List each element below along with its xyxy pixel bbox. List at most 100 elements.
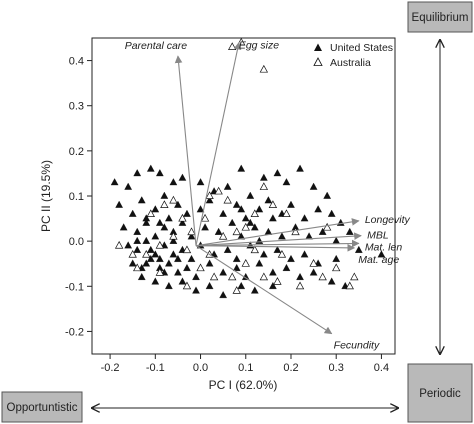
loading-arrow xyxy=(195,218,360,247)
point-united-states xyxy=(183,263,191,271)
point-united-states xyxy=(259,173,268,181)
point-australia xyxy=(259,272,269,281)
point-united-states xyxy=(237,164,246,172)
point-united-states xyxy=(165,214,173,222)
point-australia xyxy=(241,222,250,231)
point-united-states xyxy=(151,205,160,213)
point-united-states xyxy=(223,245,232,253)
point-united-states xyxy=(255,205,264,213)
point-australia xyxy=(182,281,192,290)
point-united-states xyxy=(133,245,142,253)
point-australia xyxy=(309,258,318,267)
legend: United States Australia xyxy=(313,42,393,69)
opportunistic-box: Opportuntistic xyxy=(1,391,83,423)
equilibrium-label: Equilibrium xyxy=(412,12,469,24)
point-united-states xyxy=(142,259,151,267)
x-tick-label: -0.1 xyxy=(146,362,165,374)
loading-label: MBL xyxy=(367,230,389,242)
point-united-states xyxy=(296,164,304,172)
point-australia xyxy=(214,186,223,195)
point-united-states xyxy=(146,254,155,262)
point-united-states xyxy=(296,272,304,281)
loading-label: Egg size xyxy=(239,40,279,52)
point-australia xyxy=(155,240,165,249)
point-united-states xyxy=(178,277,187,285)
opportunistic-label: Opportuntistic xyxy=(7,402,78,414)
legend-label-australia: Australia xyxy=(330,57,371,69)
point-united-states xyxy=(323,191,332,199)
point-united-states xyxy=(183,209,191,217)
point-australia xyxy=(228,272,237,281)
x-tick-label: -0.2 xyxy=(101,362,120,374)
point-australia xyxy=(200,213,210,222)
point-united-states xyxy=(142,236,151,244)
point-australia xyxy=(182,245,192,254)
point-united-states xyxy=(133,169,142,177)
point-united-states xyxy=(174,200,182,208)
point-united-states xyxy=(151,250,160,258)
point-united-states xyxy=(309,268,318,276)
point-united-states xyxy=(241,214,250,222)
point-united-states xyxy=(128,259,137,267)
point-united-states xyxy=(187,254,196,262)
point-united-states xyxy=(273,245,282,253)
point-united-states xyxy=(178,173,187,181)
point-united-states xyxy=(232,263,241,271)
loading-label: Longevity xyxy=(365,214,411,226)
loading-arrow xyxy=(196,243,356,252)
point-united-states xyxy=(160,191,169,199)
point-united-states xyxy=(336,218,345,226)
loading-label: Mat. len xyxy=(365,241,403,253)
point-united-states xyxy=(282,178,291,186)
point-united-states xyxy=(219,291,228,299)
point-united-states xyxy=(269,281,277,290)
point-australia xyxy=(155,268,165,276)
point-australia xyxy=(169,231,178,240)
periodic-box: Periodic xyxy=(407,363,473,423)
y-tick-label: -0.1 xyxy=(65,281,84,293)
plot-frame xyxy=(91,37,396,355)
point-united-states xyxy=(219,268,228,276)
point-united-states xyxy=(155,169,164,177)
point-united-states xyxy=(155,218,164,226)
point-australia xyxy=(350,272,359,281)
point-united-states xyxy=(165,259,173,267)
y-axis-label: PC II (19.5%) xyxy=(39,160,53,232)
point-united-states xyxy=(146,245,155,253)
point-united-states xyxy=(196,205,205,213)
point-united-states xyxy=(115,200,123,208)
y-tick-label: 0.4 xyxy=(69,56,84,68)
scatter-points xyxy=(110,37,386,299)
axis-ticks: -0.2 -0.1 0.0 0.1 0.2 0.3 0.4 -0.2 -0.1 0.0 0.1 0.2… xyxy=(65,56,389,374)
x-axis-label: PC I (62.0%) xyxy=(209,378,278,392)
point-united-states xyxy=(119,223,128,231)
point-australia xyxy=(268,200,278,208)
x-tick-label: 0.0 xyxy=(193,362,208,374)
loading-arrow xyxy=(195,41,242,246)
y-tick-label: 0.1 xyxy=(69,191,84,203)
point-united-states xyxy=(124,182,133,190)
point-australia xyxy=(295,281,305,290)
point-united-states xyxy=(282,263,291,271)
legend-marker-united-states xyxy=(314,43,322,51)
point-australia xyxy=(196,263,205,272)
point-united-states xyxy=(273,169,282,177)
point-australia xyxy=(218,231,228,240)
point-united-states xyxy=(174,268,182,276)
point-united-states xyxy=(137,196,146,204)
point-united-states xyxy=(264,196,273,204)
loading-arrow xyxy=(195,245,333,335)
point-united-states xyxy=(205,259,214,267)
loading-arrow xyxy=(196,239,360,248)
point-australia xyxy=(187,227,196,236)
point-australia xyxy=(318,272,327,281)
point-united-states xyxy=(232,200,241,208)
point-united-states xyxy=(255,259,264,267)
point-united-states xyxy=(196,178,205,186)
point-united-states xyxy=(214,227,223,235)
point-united-states xyxy=(128,209,137,217)
point-united-states xyxy=(187,232,196,240)
point-united-states xyxy=(377,250,386,258)
point-australia xyxy=(169,195,178,204)
